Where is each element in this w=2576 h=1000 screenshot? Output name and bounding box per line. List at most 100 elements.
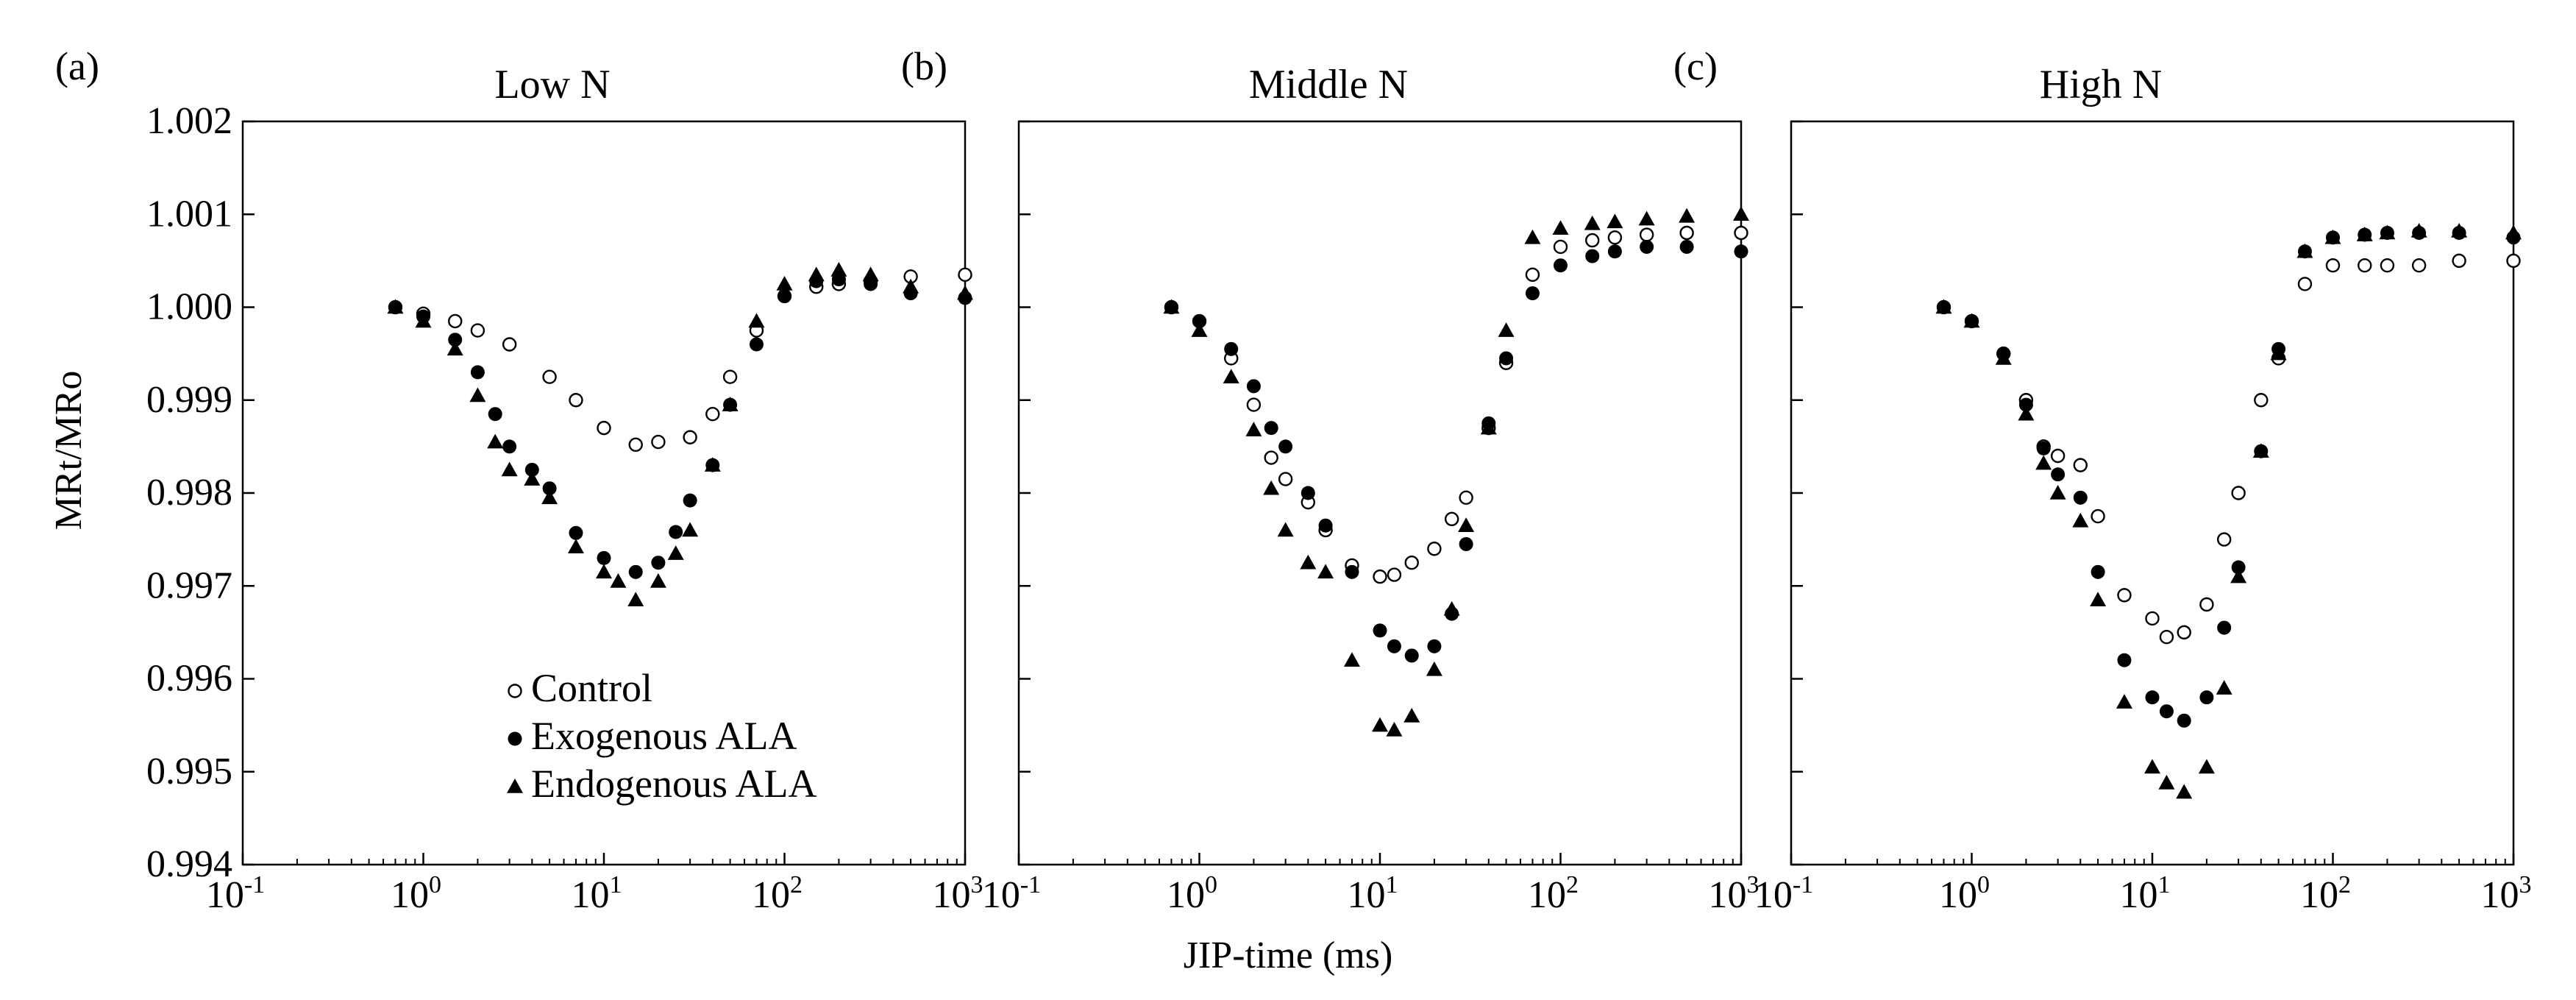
data-point-endogenous-ala	[1584, 215, 1601, 230]
data-point-control	[597, 420, 611, 436]
data-point-exogenous-ala	[502, 439, 517, 454]
data-point-endogenous-ala	[487, 433, 504, 449]
data-point-control	[1585, 233, 1600, 248]
data-point-control	[1639, 227, 1654, 242]
panel-title: Low N	[494, 62, 610, 107]
data-point-control	[1404, 555, 1419, 570]
legend-marker-exogenous-ala	[508, 731, 522, 746]
data-point-endogenous-ala	[596, 564, 612, 579]
data-point-control	[722, 369, 738, 384]
panel-middle-n: 10-1 100 101 102 103 (b) Middle N	[901, 44, 1760, 916]
y-tick-label: 0.994	[146, 843, 232, 885]
series-control	[388, 267, 972, 453]
data-point-endogenous-ala	[682, 522, 699, 537]
y-tick-label: 0.999	[146, 379, 232, 421]
data-point-endogenous-ala	[1317, 564, 1334, 579]
data-point-exogenous-ala	[1554, 258, 1568, 273]
data-point-control	[1264, 450, 1278, 465]
data-point-exogenous-ala	[628, 564, 643, 579]
data-point-endogenous-ala	[2216, 680, 2232, 695]
y-tick-label: 0.996	[146, 658, 232, 700]
data-point-exogenous-ala	[1679, 239, 1694, 254]
y-tick-label: 0.998	[146, 472, 232, 514]
data-point-control	[628, 437, 643, 453]
data-point-exogenous-ala	[2159, 704, 2174, 719]
data-point-exogenous-ala	[470, 365, 485, 380]
data-point-control	[1246, 397, 1262, 412]
data-point-control	[542, 369, 557, 384]
y-tick-label: 1.000	[146, 286, 232, 328]
data-point-control	[2145, 611, 2160, 626]
legend-marker-endogenous-ala	[507, 779, 523, 793]
plot-frame	[1017, 120, 1743, 866]
data-point-exogenous-ala	[2073, 490, 2088, 505]
legend-entry-control: Control	[508, 666, 652, 710]
panel-tag: (a)	[55, 44, 99, 88]
data-point-control	[470, 323, 485, 338]
data-point-exogenous-ala	[524, 462, 539, 477]
data-point-endogenous-ala	[446, 341, 463, 356]
data-point-exogenous-ala	[2217, 620, 2232, 635]
data-point-endogenous-ala	[2410, 222, 2427, 238]
data-point-exogenous-ala	[749, 337, 764, 352]
data-point-control	[1553, 239, 1568, 255]
data-point-control	[683, 430, 697, 444]
panel-tag: (b)	[901, 44, 947, 88]
data-point-exogenous-ala	[597, 550, 611, 565]
data-point-endogenous-ala	[2144, 759, 2160, 774]
data-point-control	[2506, 253, 2521, 269]
data-point-exogenous-ala	[651, 556, 666, 570]
y-tick-label: 0.997	[146, 564, 232, 606]
data-point-endogenous-ala	[1638, 210, 1655, 226]
data-point-endogenous-ala	[2072, 512, 2089, 528]
data-point-control	[1607, 230, 1623, 245]
data-point-exogenous-ala	[1525, 286, 1540, 301]
panels-layer: 0.994 0.995 0.996 0.997 0.998 0.999 1.000 1.001…	[55, 44, 2532, 916]
data-point-endogenous-ala	[610, 572, 627, 588]
x-tick-label: 103	[1709, 871, 1760, 916]
legend-label: Control	[531, 666, 652, 710]
data-point-exogenous-ala	[1278, 439, 1293, 454]
data-point-endogenous-ala	[2356, 227, 2373, 241]
data-point-control	[2199, 597, 2214, 612]
data-point-endogenous-ala	[1607, 213, 1623, 229]
data-point-control	[1387, 567, 1402, 582]
data-point-control	[2325, 258, 2341, 273]
x-axis-label: JIP-time (ms)	[1184, 935, 1393, 976]
legend-marker-control	[508, 684, 522, 698]
panel-title: High N	[2040, 62, 2162, 107]
y-tick-label: 0.995	[146, 751, 232, 792]
data-point-exogenous-ala	[2091, 564, 2105, 579]
data-point-endogenous-ala	[776, 275, 793, 291]
data-point-endogenous-ala	[1480, 419, 1497, 435]
data-point-endogenous-ala	[1552, 220, 1569, 235]
data-point-endogenous-ala	[1443, 600, 1460, 616]
data-point-endogenous-ala	[2451, 222, 2468, 238]
x-tick-label: 102	[1528, 871, 1579, 916]
data-point-control	[651, 434, 666, 450]
x-tick-label: 103	[2481, 871, 2532, 916]
data-point-endogenous-ala	[2230, 568, 2247, 584]
data-point-endogenous-ala	[903, 278, 919, 294]
data-point-endogenous-ala	[627, 592, 644, 606]
data-point-endogenous-ala	[2270, 345, 2287, 361]
data-point-endogenous-ala	[2018, 405, 2035, 421]
data-point-endogenous-ala	[1935, 299, 1952, 314]
data-point-exogenous-ala	[669, 525, 683, 539]
data-point-endogenous-ala	[2116, 694, 2132, 709]
data-point-endogenous-ala	[1263, 480, 1280, 495]
data-point-control	[1444, 511, 1459, 527]
legend-label: Exogenous ALA	[531, 714, 797, 758]
x-tick-label: 101	[572, 871, 622, 916]
data-point-endogenous-ala	[1277, 522, 1294, 537]
data-point-control	[2231, 486, 2246, 500]
y-tick-label: 1.001	[146, 193, 232, 235]
data-point-exogenous-ala	[1499, 351, 1514, 366]
data-point-exogenous-ala	[683, 493, 697, 508]
series-exogenous-ala	[388, 272, 972, 579]
data-point-control	[2177, 625, 2191, 640]
data-point-exogenous-ala	[1246, 379, 1261, 394]
x-tick-label: 101	[2120, 871, 2171, 916]
data-point-endogenous-ala	[415, 313, 432, 328]
data-point-control	[2411, 258, 2427, 273]
